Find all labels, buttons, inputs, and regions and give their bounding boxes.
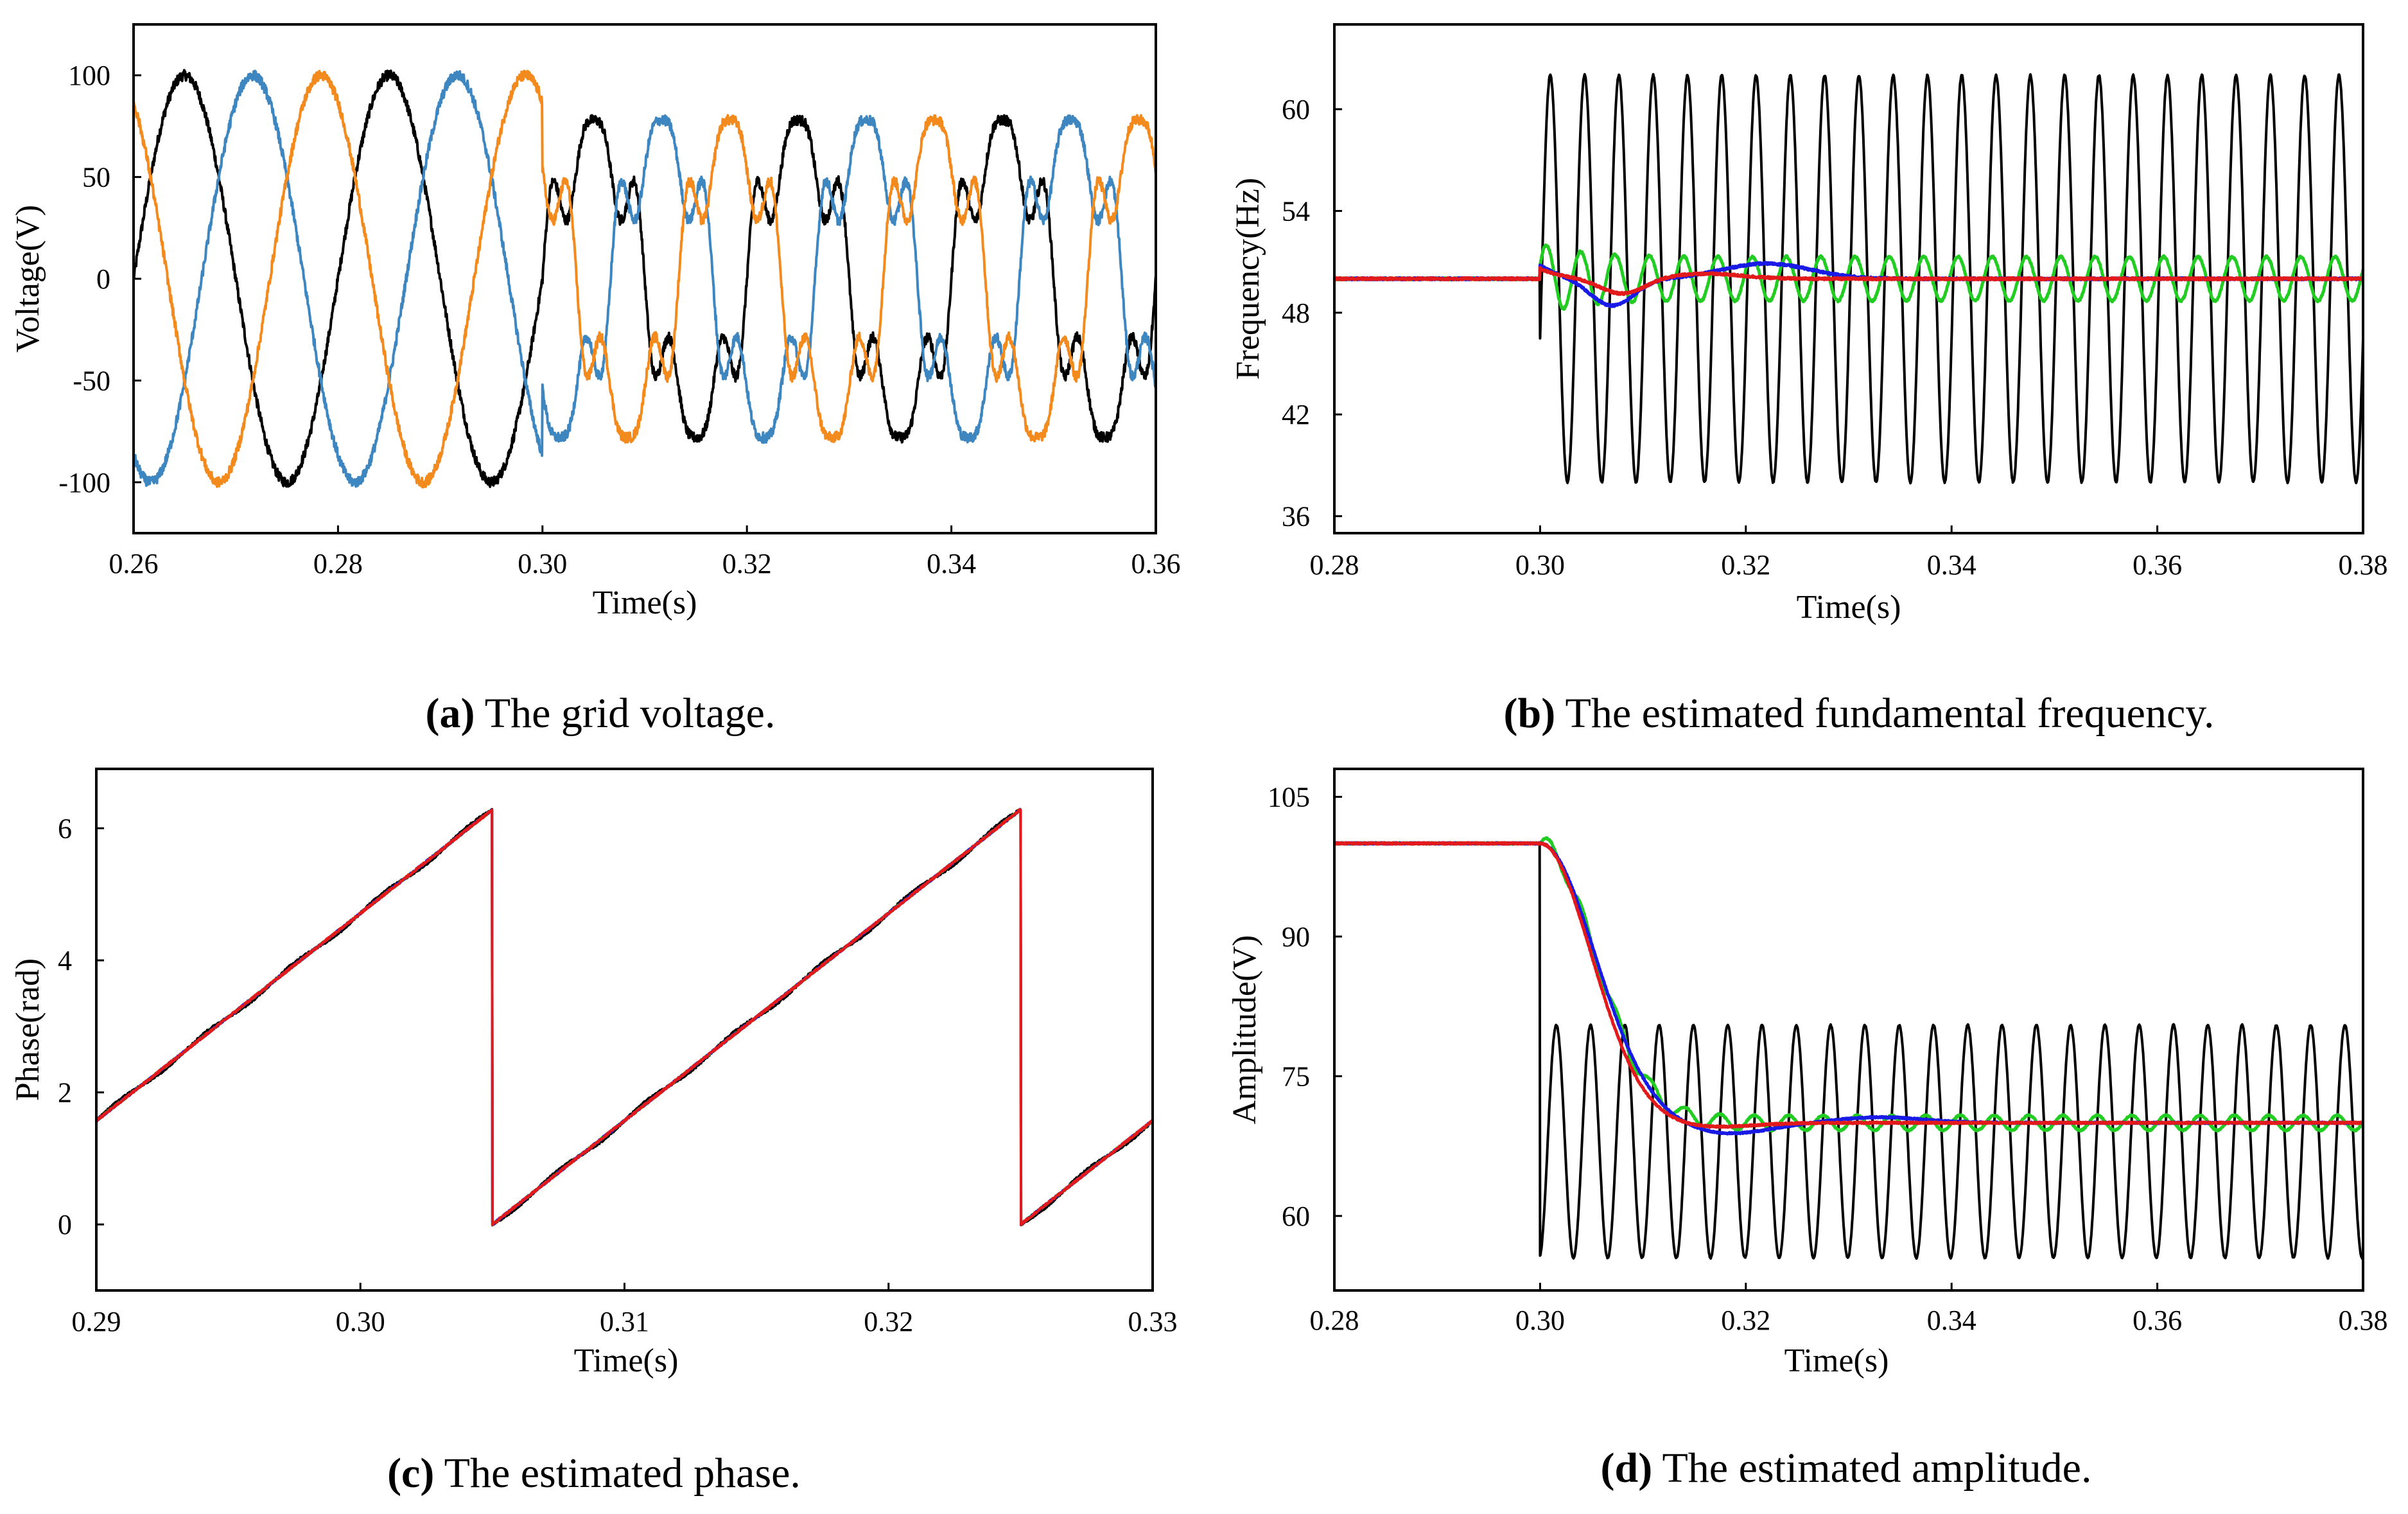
x-tick-label: 0.28 — [1310, 1305, 1359, 1336]
x-tick-label: 0.32 — [1721, 549, 1770, 581]
x-tick-label: 0.36 — [2133, 1305, 2182, 1336]
panel-c-estimated-phase: 0.29 0.30 0.31 0.32 0.33 6 4 2 0 Time(s) Phase(… — [10, 768, 1178, 1497]
panel-b-caption: (b) The estimated fundamental frequency. — [1504, 690, 2215, 737]
x-tick-label: 0.28 — [313, 548, 363, 579]
x-tick-label: 0.34 — [1927, 549, 1976, 581]
amplitude-series-line — [1333, 841, 2365, 1129]
panel-a-caption-text: The grid voltage. — [475, 690, 775, 737]
phase-series-line — [95, 808, 1154, 1226]
panel-c-caption: (c) The estimated phase. — [387, 1450, 801, 1497]
frequency-series-line — [1333, 266, 2364, 296]
y-tick-label: 60 — [1282, 94, 1310, 125]
y-tick-label: 48 — [1282, 297, 1310, 329]
y-tick-label: 4 — [58, 945, 72, 976]
y-tick-label: 50 — [82, 162, 110, 193]
voltage-series-line — [132, 69, 1157, 488]
phase-series-line — [95, 808, 1154, 1227]
panel-d-caption: (d) The estimated amplitude. — [1601, 1445, 2092, 1492]
panel-d-caption-label: (d) — [1601, 1445, 1653, 1492]
x-tick-label: 0.30 — [1515, 549, 1565, 581]
x-tick-label: 0.31 — [600, 1306, 649, 1337]
x-tick-label: 0.36 — [2133, 549, 2182, 581]
x-tick-label: 0.30 — [1515, 1305, 1565, 1336]
y-tick-label: 2 — [58, 1077, 72, 1109]
y-tick-label: -50 — [73, 365, 110, 396]
x-tick-label: 0.38 — [2339, 1305, 2388, 1336]
amplitude-series-line — [1333, 841, 2365, 1136]
panel-d-x-axis-title: Time(s) — [1784, 1342, 1889, 1379]
panel-b-estimated-frequency: 0.28 0.30 0.32 0.34 0.36 0.38 60 54 48 42 36 Time… — [1230, 23, 2388, 737]
panel-c-x-axis-title: Time(s) — [574, 1342, 679, 1379]
panel-d-y-axis-title: Amplitude(V) — [1226, 935, 1263, 1125]
voltage-series-line — [132, 69, 1157, 489]
amplitude-series-line — [1333, 836, 2364, 1133]
x-tick-label: 0.26 — [109, 548, 159, 579]
y-tick-label: 60 — [1282, 1201, 1310, 1232]
x-tick-label: 0.32 — [1721, 1305, 1770, 1336]
panel-c-caption-text: The estimated phase. — [434, 1450, 801, 1497]
x-tick-label: 0.28 — [1310, 549, 1359, 581]
x-tick-label: 0.30 — [336, 1306, 385, 1337]
x-tick-label: 0.38 — [2339, 549, 2388, 581]
panel-a-caption: (a) The grid voltage. — [426, 690, 776, 737]
panel-a-grid-voltage: 0.26 0.28 0.30 0.32 0.34 0.36 100 50 0 -50 -100 T… — [10, 23, 1181, 737]
y-tick-label: 0 — [96, 263, 110, 295]
panel-b-x-axis-title: Time(s) — [1797, 589, 1901, 626]
y-tick-label: 54 — [1282, 195, 1310, 227]
x-tick-label: 0.30 — [518, 548, 567, 579]
y-tick-label: 42 — [1282, 399, 1310, 430]
voltage-series-line — [132, 69, 1157, 488]
panel-b-plot-frame — [1333, 23, 2364, 534]
y-tick-label: -100 — [58, 467, 110, 498]
panel-a-y-axis-title: Voltage(V) — [10, 205, 46, 353]
panel-d-estimated-amplitude: 0.28 0.30 0.32 0.34 0.36 0.38 105 90 75 60 Time(… — [1226, 768, 2388, 1492]
x-tick-label: 0.33 — [1128, 1306, 1178, 1337]
phase-series-line — [95, 807, 1154, 1226]
panel-a-x-axis-title: Time(s) — [593, 585, 697, 621]
x-tick-label: 0.32 — [864, 1306, 913, 1337]
x-tick-label: 0.34 — [927, 548, 976, 579]
panel-d-caption-text: The estimated amplitude. — [1652, 1445, 2091, 1492]
panel-b-caption-text: The estimated fundamental frequency. — [1555, 690, 2214, 737]
phase-series-line — [95, 807, 1154, 1227]
y-tick-label: 75 — [1282, 1061, 1310, 1093]
y-tick-label: 105 — [1268, 782, 1310, 813]
x-tick-label: 0.29 — [72, 1306, 121, 1337]
x-tick-label: 0.32 — [722, 548, 772, 579]
y-tick-label: 0 — [58, 1209, 72, 1240]
panel-c-y-axis-title: Phase(rad) — [10, 958, 46, 1101]
panel-c-caption-label: (c) — [387, 1450, 434, 1497]
y-tick-label: 90 — [1282, 921, 1310, 953]
panel-b-caption-label: (b) — [1504, 690, 1556, 737]
y-tick-label: 100 — [68, 60, 110, 91]
panel-b-y-axis-title: Frequency(Hz) — [1230, 178, 1266, 380]
panel-d-plot-frame — [1333, 768, 2364, 1292]
panel-a-caption-label: (a) — [426, 690, 475, 737]
panel-c-plot-frame — [95, 768, 1154, 1292]
x-tick-label: 0.34 — [1927, 1305, 1976, 1336]
amplitude-series-line — [1333, 841, 2364, 1260]
y-tick-label: 6 — [58, 813, 72, 845]
y-tick-label: 36 — [1282, 501, 1310, 533]
x-tick-label: 0.36 — [1131, 548, 1181, 579]
